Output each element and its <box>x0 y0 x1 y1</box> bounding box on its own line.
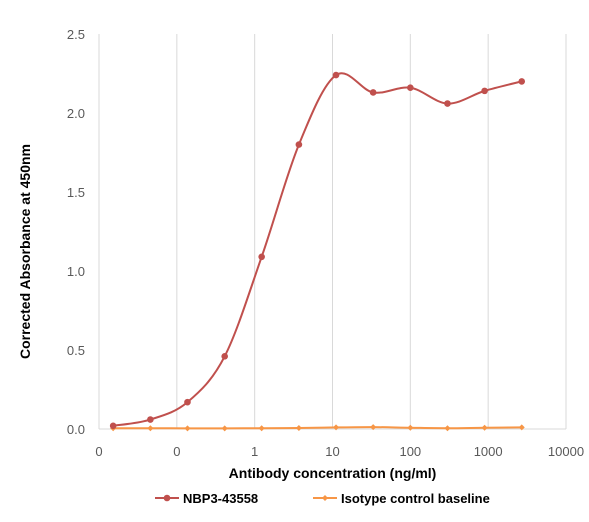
data-point <box>407 424 414 431</box>
data-point <box>221 353 228 360</box>
data-point <box>258 425 265 432</box>
data-point <box>332 71 340 79</box>
data-point <box>370 424 377 431</box>
data-point <box>295 425 302 432</box>
y-tick-label: 2.5 <box>67 27 85 42</box>
data-point <box>147 416 154 423</box>
data-point <box>258 253 265 261</box>
legend-swatch-marker <box>163 494 171 502</box>
legend-swatch-marker <box>322 495 328 501</box>
series-line <box>112 72 522 427</box>
data-point <box>481 87 488 95</box>
series-line <box>113 426 522 430</box>
x-tick-labels: 0 0 1 10 100 1000 10000 <box>95 444 584 459</box>
data-point <box>518 78 526 85</box>
y-tick-label: 2.0 <box>67 106 85 121</box>
legend-item: Isotype control baseline <box>313 491 490 506</box>
x-tick-label: 0 <box>95 444 102 459</box>
y-tick-label: 0.5 <box>67 343 85 358</box>
x-tick-label: 0 <box>173 444 180 459</box>
data-point <box>518 424 525 431</box>
data-point <box>369 89 377 96</box>
data-point <box>221 425 228 432</box>
series-layer <box>109 71 526 432</box>
legend-label: NBP3-43558 <box>183 491 258 506</box>
data-point <box>295 141 303 148</box>
y-tick-label: 1.0 <box>67 264 85 279</box>
x-tick-label: 1000 <box>474 444 503 459</box>
x-tick-label: 10000 <box>548 444 584 459</box>
data-point <box>481 424 488 431</box>
data-point <box>444 100 451 107</box>
data-point <box>184 398 191 406</box>
x-axis-title: Antibody concentration (ng/ml) <box>229 465 437 481</box>
series-1 <box>110 424 525 432</box>
data-point <box>444 425 451 432</box>
y-tick-label: 0.0 <box>67 422 85 437</box>
vertical-grid <box>98 34 567 429</box>
legend-label: Isotype control baseline <box>341 491 490 506</box>
data-point <box>147 425 154 432</box>
x-tick-label: 1 <box>251 444 258 459</box>
y-tick-label: 1.5 <box>67 185 85 200</box>
legend-item: NBP3-43558 <box>155 491 258 506</box>
y-tick-labels: 0.0 0.5 1.0 1.5 2.0 2.5 <box>67 27 85 437</box>
x-tick-label: 10 <box>325 444 339 459</box>
series-0 <box>109 71 526 430</box>
data-point <box>109 422 117 430</box>
data-point <box>184 425 191 432</box>
data-point <box>333 424 340 431</box>
x-tick-label: 100 <box>399 444 421 459</box>
data-point <box>407 84 414 92</box>
legend: NBP3-43558 Isotype control baseline <box>155 491 490 506</box>
y-axis-title: Corrected Absorbance at 450nm <box>17 144 33 359</box>
